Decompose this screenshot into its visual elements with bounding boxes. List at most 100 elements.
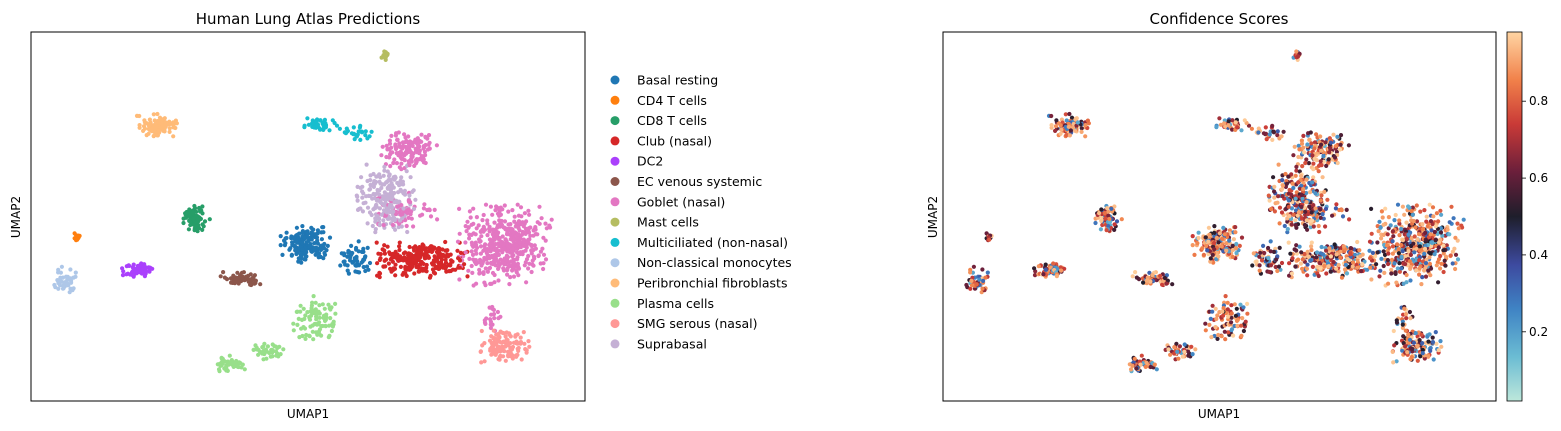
left-point bbox=[193, 206, 198, 211]
left-point bbox=[505, 244, 510, 249]
right-point bbox=[1212, 247, 1217, 252]
left-point bbox=[318, 118, 323, 123]
right-point bbox=[1430, 205, 1436, 210]
right-point bbox=[1059, 127, 1064, 132]
right-point bbox=[1099, 207, 1104, 212]
right-point bbox=[1381, 249, 1386, 254]
left-point bbox=[368, 178, 373, 183]
right-scatter-points bbox=[964, 49, 1466, 374]
right-point bbox=[1079, 129, 1084, 134]
left-point bbox=[488, 325, 493, 331]
left-point bbox=[200, 222, 205, 227]
left-point bbox=[303, 313, 308, 318]
legend-item: CD4 T cells bbox=[610, 93, 707, 108]
right-point bbox=[1203, 321, 1208, 326]
left-point bbox=[527, 212, 532, 217]
right-point bbox=[1406, 232, 1411, 237]
right-point bbox=[1391, 328, 1396, 334]
right-point bbox=[1405, 350, 1410, 355]
left-point bbox=[58, 275, 63, 280]
left-point bbox=[141, 128, 146, 133]
left-point bbox=[303, 336, 308, 341]
right-point bbox=[1182, 342, 1187, 347]
right-point bbox=[980, 267, 985, 272]
left-point bbox=[374, 198, 379, 203]
left-point bbox=[527, 344, 532, 349]
right-point bbox=[1332, 155, 1338, 160]
left-point bbox=[478, 229, 484, 234]
right-point bbox=[1064, 132, 1069, 138]
right-point bbox=[1369, 231, 1374, 236]
right-point bbox=[1309, 141, 1314, 146]
right-point bbox=[1304, 266, 1310, 271]
left-point bbox=[250, 275, 255, 281]
right-point bbox=[1417, 248, 1423, 253]
right-point bbox=[1422, 208, 1427, 213]
left-point bbox=[489, 341, 494, 346]
left-point bbox=[492, 220, 497, 225]
left-point bbox=[511, 266, 516, 271]
right-point bbox=[1241, 305, 1246, 310]
right-point bbox=[1280, 194, 1285, 199]
right-point bbox=[1347, 217, 1352, 222]
right-point bbox=[1408, 252, 1413, 257]
left-point bbox=[521, 330, 526, 335]
right-point bbox=[1105, 206, 1110, 211]
right-point bbox=[1217, 231, 1222, 236]
left-point bbox=[354, 193, 359, 198]
right-point bbox=[1400, 249, 1405, 254]
left-point bbox=[360, 189, 365, 194]
right-point bbox=[1334, 266, 1339, 271]
left-point bbox=[401, 191, 406, 196]
left-point bbox=[386, 261, 391, 266]
right-point bbox=[1407, 259, 1412, 264]
legend-label: Suprabasal bbox=[637, 336, 707, 351]
right-panel: Confidence Scores UMAP1 UMAP2 0.20.40.60… bbox=[926, 10, 1548, 421]
right-point bbox=[1299, 141, 1305, 146]
right-point bbox=[1332, 242, 1337, 247]
left-scatter-points bbox=[52, 49, 554, 374]
right-point bbox=[1385, 232, 1390, 237]
left-point bbox=[368, 194, 373, 199]
right-point bbox=[1381, 232, 1386, 237]
right-point bbox=[1293, 218, 1298, 223]
left-point bbox=[307, 244, 312, 249]
right-point bbox=[1308, 190, 1313, 195]
left-point bbox=[531, 263, 536, 268]
right-point bbox=[1336, 269, 1341, 274]
right-point bbox=[1286, 198, 1291, 203]
right-point bbox=[1368, 265, 1373, 270]
right-point bbox=[1267, 198, 1272, 203]
right-point bbox=[1049, 123, 1054, 128]
left-point bbox=[360, 209, 365, 214]
right-point bbox=[1300, 196, 1305, 201]
right-point bbox=[1180, 354, 1185, 359]
left-point bbox=[526, 339, 531, 344]
left-point bbox=[488, 238, 494, 243]
right-point bbox=[1420, 351, 1425, 356]
right-point bbox=[1380, 215, 1385, 220]
right-point bbox=[1293, 264, 1298, 269]
right-point bbox=[1397, 233, 1402, 238]
left-point bbox=[469, 232, 474, 237]
right-point bbox=[1399, 226, 1404, 232]
right-point bbox=[1424, 257, 1429, 262]
right-point bbox=[1395, 242, 1400, 247]
right-point bbox=[1341, 244, 1346, 249]
left-point bbox=[391, 209, 396, 214]
right-point bbox=[1401, 334, 1406, 339]
left-point bbox=[537, 204, 542, 209]
right-point bbox=[1230, 118, 1235, 123]
left-point bbox=[524, 240, 530, 245]
colorbar-ticks: 0.2 0.4 0.6 0.8 bbox=[1522, 94, 1548, 339]
left-point bbox=[489, 334, 494, 339]
right-point bbox=[1423, 266, 1428, 271]
right-point bbox=[1276, 264, 1282, 269]
right-point bbox=[1067, 111, 1072, 117]
left-point bbox=[365, 205, 371, 210]
left-point bbox=[485, 233, 490, 238]
right-point bbox=[1442, 258, 1447, 263]
left-point bbox=[120, 266, 125, 271]
legend-item: Mast cells bbox=[610, 215, 699, 230]
left-point bbox=[384, 154, 389, 160]
